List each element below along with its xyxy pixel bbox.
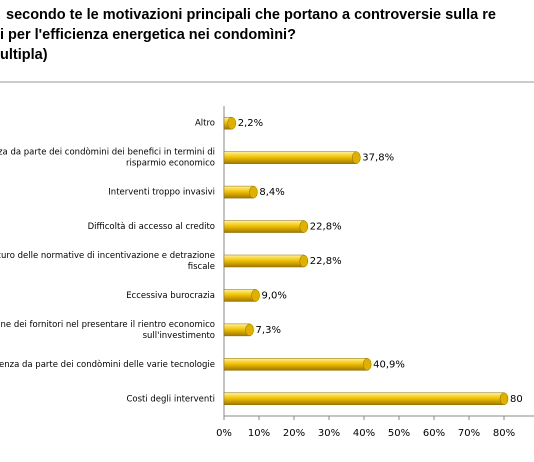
bar-cap xyxy=(499,392,509,406)
bar xyxy=(223,220,305,233)
x-tick-label: 20% xyxy=(283,428,305,439)
x-tick-label: 60% xyxy=(423,428,445,439)
x-tick-label: 40% xyxy=(353,428,375,439)
category-label: Costi degli interventi xyxy=(126,394,215,404)
x-tick-label: 0% xyxy=(216,428,232,439)
bar xyxy=(223,185,254,199)
bar-cap xyxy=(299,254,309,268)
category-label: Difficoltà di accesso al credito xyxy=(88,222,215,232)
bar-cap xyxy=(227,116,236,130)
category-label: curo delle normative di incentivazione e… xyxy=(0,251,215,261)
chart-title: i per l'efficienza energetica nei condom… xyxy=(0,27,296,43)
value-label: 8,4% xyxy=(259,187,284,198)
chart-title: ultipla) xyxy=(0,47,48,63)
category-label: ne dei fornitori nel presentare il rient… xyxy=(1,320,215,330)
bar-cap xyxy=(299,220,309,233)
bar-cap xyxy=(249,185,258,199)
bar-cap xyxy=(352,151,361,164)
category-label: enza da parte dei condòmini delle varie … xyxy=(0,359,215,370)
value-label: 7,3% xyxy=(256,325,281,336)
value-label: 40,9% xyxy=(373,359,405,370)
bar xyxy=(223,358,368,371)
bar xyxy=(223,392,505,406)
x-tick-label: 10% xyxy=(248,428,270,439)
category-label: Interventi troppo invasivi xyxy=(108,188,215,198)
bar-cap xyxy=(362,358,372,371)
x-tick-label: 30% xyxy=(318,428,340,439)
category-label: za da parte dei condòmini dei benefici i… xyxy=(0,147,215,158)
category-label: Altro xyxy=(195,119,215,129)
chart-title: secondo te le motivazioni principali che… xyxy=(6,7,496,23)
value-label: 22,8% xyxy=(310,222,342,233)
value-label: 2,2% xyxy=(238,118,263,129)
bar xyxy=(223,254,305,268)
x-tick-label: 50% xyxy=(388,428,410,439)
value-label: 37,8% xyxy=(362,153,394,164)
value-label: 22,8% xyxy=(310,256,342,267)
value-label: 80 xyxy=(510,394,523,405)
value-label: 9,0% xyxy=(262,290,287,301)
category-label: risparmio economico xyxy=(126,159,215,169)
category-label: Eccessiva burocrazia xyxy=(126,291,215,301)
bar-cap xyxy=(251,289,260,302)
bar-cap xyxy=(245,323,254,337)
x-tick-label: 80% xyxy=(493,428,515,439)
x-tick-label: 70% xyxy=(458,428,480,439)
category-label: fiscale xyxy=(188,262,215,272)
bar xyxy=(223,151,357,164)
category-label: sull'investimento xyxy=(143,331,215,341)
bar xyxy=(223,289,256,302)
